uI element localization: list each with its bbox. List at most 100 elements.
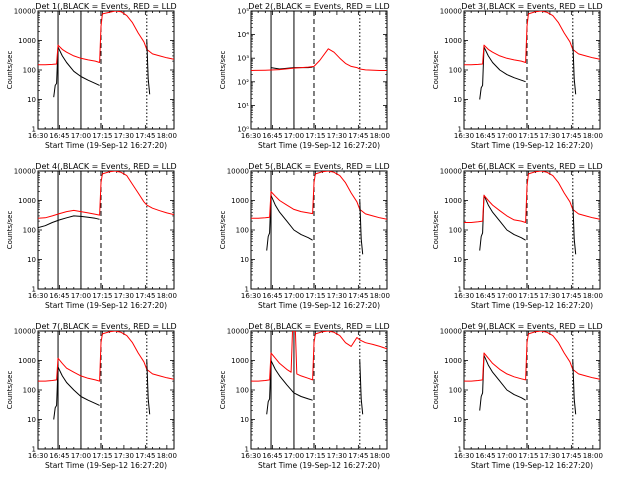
x-tick-label: 17:45 (561, 452, 581, 460)
y-tick-label: 1000 (18, 37, 36, 45)
x-tick-label: 17:00 (497, 452, 517, 460)
x-tick-label: 17:45 (348, 132, 368, 140)
x-tick-label: 16:45 (49, 452, 69, 460)
x-tick-label: 18:00 (583, 132, 603, 140)
events-series-line (266, 360, 313, 415)
y-tick-label: 10³ (237, 55, 249, 63)
x-tick-label: 17:30 (540, 132, 560, 140)
y-tick-label: 1 (458, 286, 462, 294)
plot-area (464, 11, 600, 129)
x-tick-label: 18:00 (157, 132, 177, 140)
x-tick-label: 18:00 (157, 292, 177, 300)
x-tick-label: 16:30 (28, 132, 48, 140)
events-series-line (359, 200, 364, 255)
events-series-line (53, 46, 100, 98)
x-tick-label: 16:30 (241, 452, 261, 460)
lld-series-line (38, 171, 174, 219)
y-tick-label: 100 (236, 227, 249, 235)
y-tick-label: 1000 (444, 197, 462, 205)
lld-series-line (251, 331, 387, 382)
lld-series-line (38, 331, 174, 382)
events-series-line (479, 194, 526, 251)
x-tick-label: 17:45 (348, 452, 368, 460)
chart-panel: Det 1(,BLACK = Events, RED = LLD Counts/s… (6, 2, 177, 150)
x-tick-label: 17:15 (305, 132, 325, 140)
y-tick-label: 10000 (227, 168, 249, 176)
x-tick-label: 16:45 (262, 292, 282, 300)
chart-title: Det 7(,BLACK = Events, RED = LLD (35, 322, 176, 331)
y-tick-label: 1 (245, 446, 249, 454)
x-tick-label: 17:00 (71, 292, 91, 300)
events-series-line (359, 360, 364, 415)
plot-area (38, 171, 174, 289)
y-axis-label: Counts/sec (219, 211, 227, 250)
x-tick-label: 16:30 (454, 292, 474, 300)
x-tick-label: 17:00 (71, 452, 91, 460)
plot-area (251, 11, 387, 129)
y-tick-label: 1000 (231, 197, 249, 205)
events-series-line (572, 200, 577, 255)
x-tick-label: 17:30 (327, 132, 347, 140)
x-tick-label: 17:15 (305, 452, 325, 460)
y-tick-label: 10⁵ (237, 8, 249, 16)
events-series-line (572, 360, 577, 415)
x-tick-label: 18:00 (157, 452, 177, 460)
plot-area (251, 331, 387, 449)
x-tick-label: 17:45 (135, 292, 155, 300)
x-tick-label: 17:00 (284, 132, 304, 140)
x-tick-label: 17:15 (518, 292, 538, 300)
x-tick-label: 17:15 (92, 292, 112, 300)
x-tick-label: 17:45 (561, 132, 581, 140)
chart-panel: Det 9(,BLACK = Events, RED = LLD Counts/s… (432, 322, 603, 470)
chart-panel: Det 4(,BLACK = Events, RED = LLD Counts/s… (6, 162, 177, 310)
x-tick-label: 17:45 (348, 292, 368, 300)
lld-series-line (251, 48, 387, 71)
lld-series-line (251, 171, 387, 220)
y-tick-label: 10 (453, 256, 462, 264)
lld-series-line (464, 11, 600, 66)
y-tick-label: 100 (449, 227, 462, 235)
y-tick-label: 10 (27, 416, 36, 424)
chart-panel: Det 5(,BLACK = Events, RED = LLD Counts/s… (219, 162, 390, 310)
plot-area (464, 171, 600, 289)
x-tick-label: 16:30 (28, 292, 48, 300)
x-tick-label: 16:45 (475, 452, 495, 460)
plot-area (38, 11, 174, 129)
y-tick-label: 10 (240, 256, 249, 264)
x-axis-label: Start Time (19-Sep-12 16:27:20) (471, 301, 593, 310)
y-tick-label: 1 (458, 446, 462, 454)
y-tick-label: 10000 (14, 328, 36, 336)
y-tick-label: 100 (449, 67, 462, 75)
y-tick-label: 1 (245, 286, 249, 294)
x-tick-label: 18:00 (583, 452, 603, 460)
y-tick-label: 1000 (18, 197, 36, 205)
y-tick-label: 1000 (444, 37, 462, 45)
x-tick-label: 17:30 (114, 292, 134, 300)
x-tick-label: 17:00 (71, 132, 91, 140)
y-tick-label: 100 (449, 387, 462, 395)
x-tick-label: 16:45 (262, 452, 282, 460)
x-tick-label: 17:45 (135, 132, 155, 140)
x-tick-label: 16:45 (49, 132, 69, 140)
chart-title: Det 1(,BLACK = Events, RED = LLD (35, 2, 176, 11)
x-axis-label: Start Time (19-Sep-12 16:27:20) (45, 301, 167, 310)
y-axis-label: Counts/sec (432, 51, 440, 90)
y-axis-label: Counts/sec (6, 371, 14, 410)
x-tick-label: 17:15 (305, 292, 325, 300)
x-tick-label: 17:30 (114, 452, 134, 460)
x-tick-label: 18:00 (370, 132, 390, 140)
events-series-line (266, 194, 313, 251)
chart-panel: Det 3(,BLACK = Events, RED = LLD Counts/s… (432, 2, 603, 150)
chart-title: Det 5(,BLACK = Events, RED = LLD (248, 162, 389, 171)
x-tick-label: 16:45 (475, 132, 495, 140)
y-tick-label: 10 (27, 256, 36, 264)
x-tick-label: 17:30 (114, 132, 134, 140)
x-tick-label: 16:30 (454, 452, 474, 460)
y-tick-label: 10 (240, 416, 249, 424)
x-tick-label: 17:00 (497, 132, 517, 140)
events-series-line (146, 360, 151, 415)
x-axis-label: Start Time (19-Sep-12 16:27:20) (471, 141, 593, 150)
x-tick-label: 17:30 (540, 292, 560, 300)
chart-title: Det 3(,BLACK = Events, RED = LLD (461, 2, 602, 11)
